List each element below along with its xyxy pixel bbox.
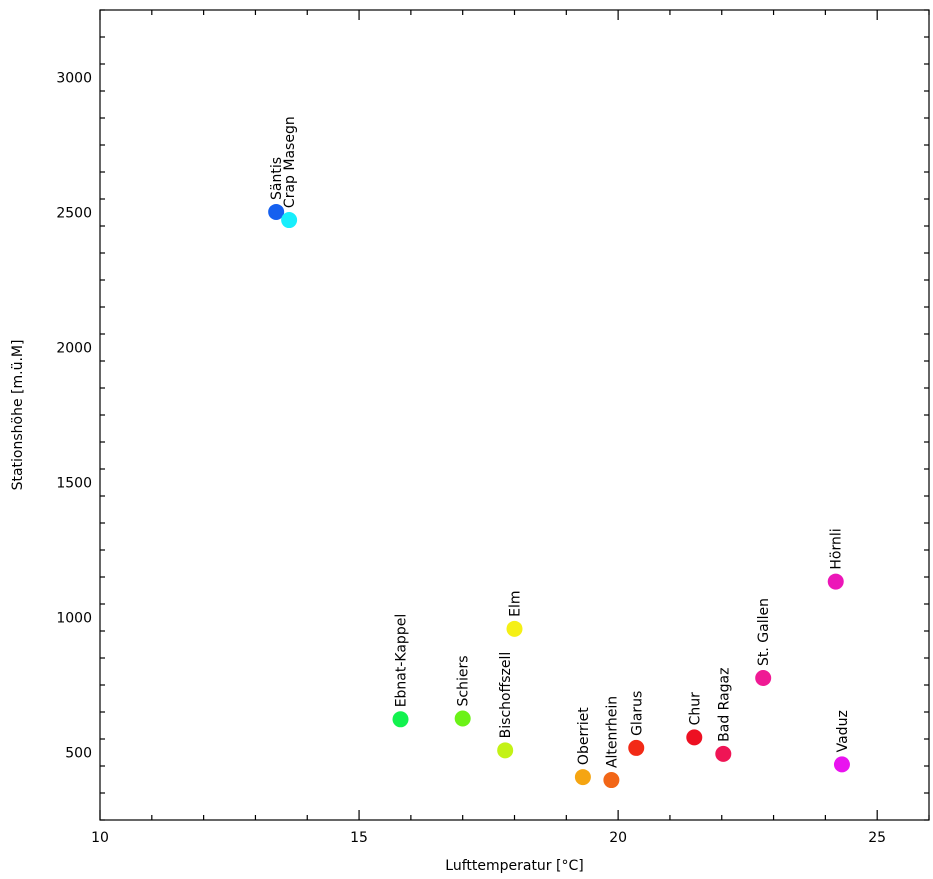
- data-point: [686, 729, 703, 746]
- data-point: [506, 620, 523, 637]
- data-point: [497, 742, 514, 759]
- data-label: Oberriet: [576, 707, 592, 765]
- y-tick-label: 1500: [56, 476, 92, 492]
- data-label: Schiers: [456, 655, 472, 706]
- data-label: Ebnat-Kappel: [394, 614, 410, 708]
- data-label: Elm: [508, 590, 524, 616]
- data-label: Crap Masegn: [282, 116, 298, 208]
- y-tick-label: 3000: [56, 71, 92, 87]
- data-label: Bad Ragaz: [716, 668, 732, 742]
- x-tick-label: 20: [609, 830, 627, 846]
- data-label: Chur: [687, 692, 703, 726]
- data-point: [603, 772, 620, 789]
- x-axis-label: Lufttemperatur [°C]: [445, 858, 583, 874]
- data-point: [827, 573, 844, 590]
- x-tick-label: 15: [350, 830, 368, 846]
- x-tick-label: 25: [868, 830, 886, 846]
- y-tick-label: 2500: [56, 206, 92, 222]
- data-label: Vaduz: [835, 710, 851, 752]
- y-tick-label: 1000: [56, 611, 92, 627]
- data-label: Bischoffszell: [498, 652, 514, 739]
- data-label: St. Gallen: [756, 598, 772, 666]
- data-point: [833, 756, 850, 773]
- data-point: [454, 710, 471, 727]
- data-label: Glarus: [629, 691, 645, 736]
- data-point: [574, 769, 591, 786]
- plot-frame: [99, 9, 930, 821]
- data-point: [281, 212, 298, 229]
- data-point: [755, 669, 772, 686]
- y-tick-label: 2000: [56, 341, 92, 357]
- y-tick-label: 500: [65, 746, 92, 762]
- data-point: [268, 203, 285, 220]
- data-point: [392, 711, 409, 728]
- data-label: Hörnli: [829, 528, 845, 569]
- x-tick-label: 10: [91, 830, 109, 846]
- data-label: Altenrhein: [604, 696, 620, 768]
- y-axis-label: Stationshöhe [m.ü.M]: [10, 340, 26, 491]
- data-point: [628, 739, 645, 756]
- data-label: Säntis: [269, 157, 285, 200]
- data-point: [715, 745, 732, 762]
- plot-area: 10 15 20 25 500 1000 1500 2000 2500 3000: [56, 9, 930, 846]
